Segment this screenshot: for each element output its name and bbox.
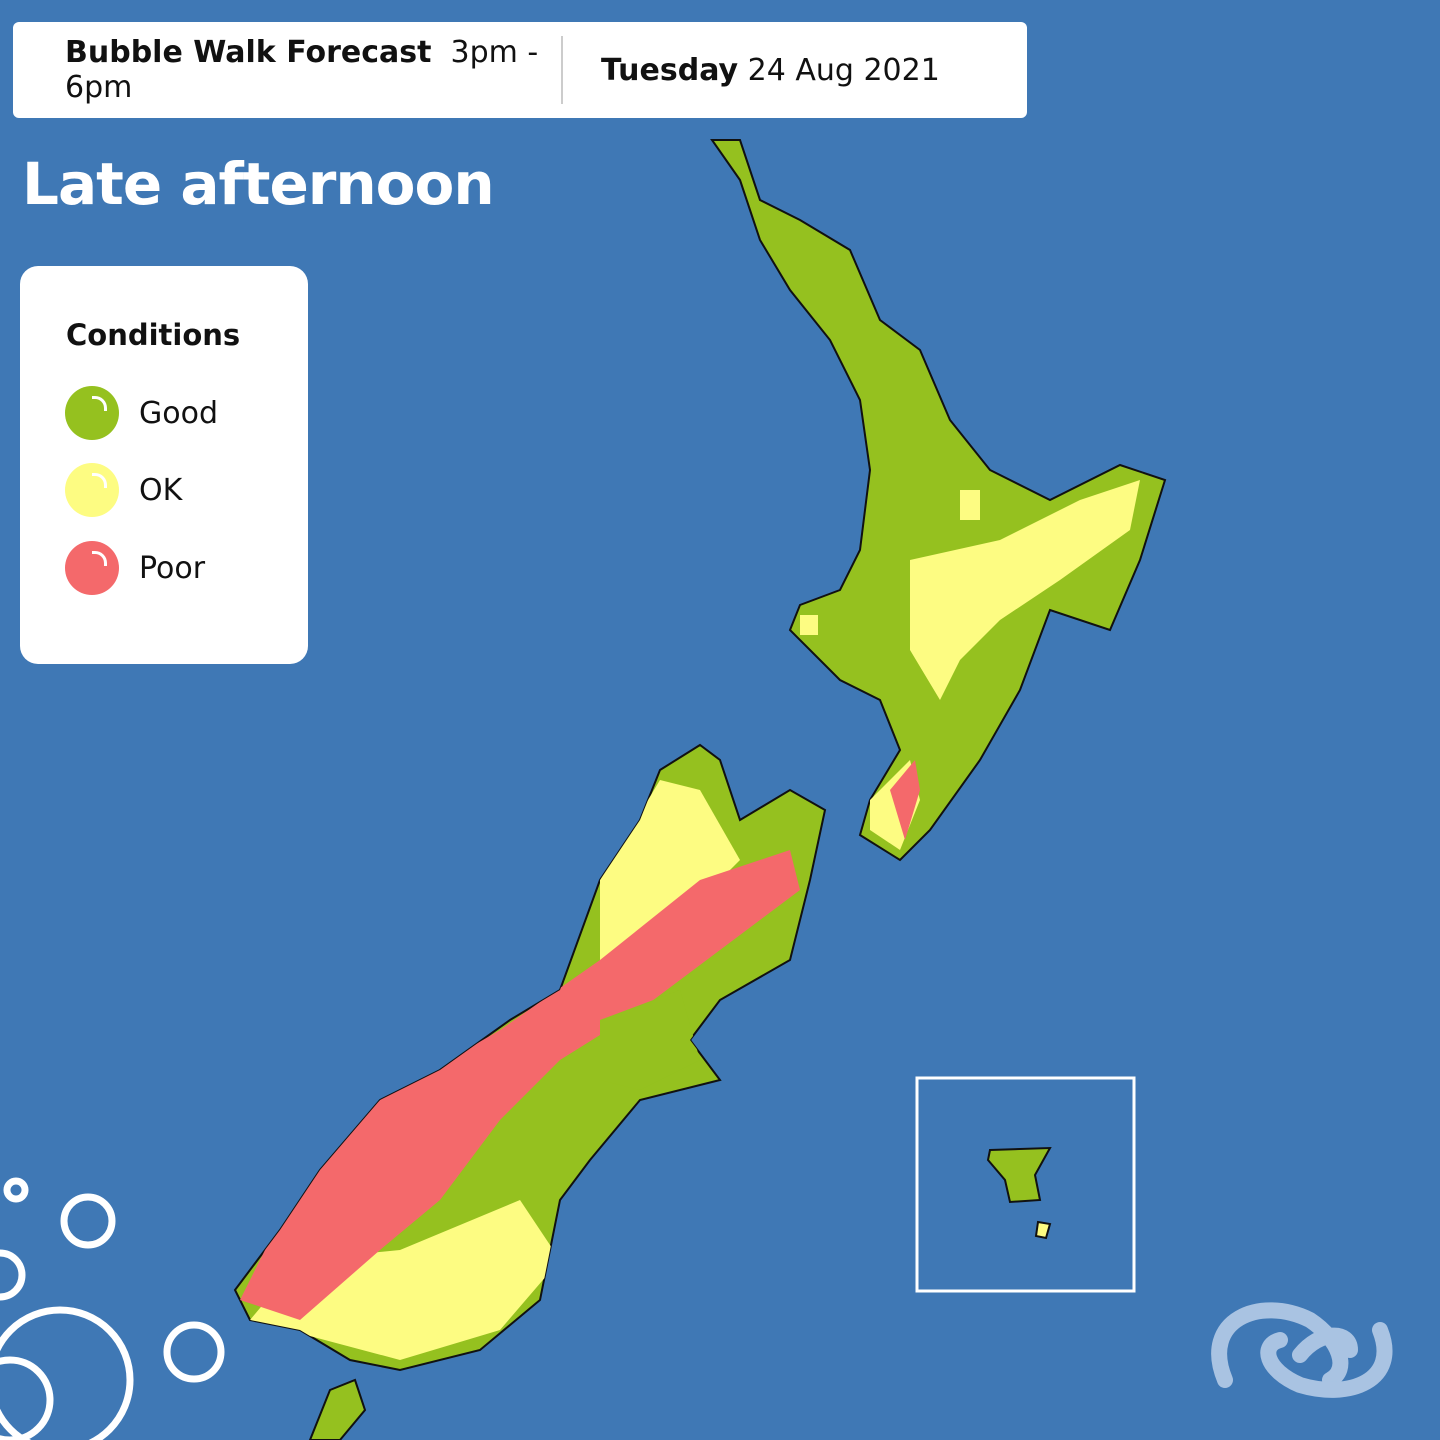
date: 24 Aug 2021 (747, 52, 940, 88)
stewart-island (308, 1378, 367, 1440)
legend-label: Poor (139, 550, 206, 586)
bubbles-decoration-icon (0, 1177, 225, 1440)
period-title: Late afternoon (22, 150, 495, 218)
legend-label: Good (139, 395, 218, 431)
poor-bubble-icon (65, 541, 119, 595)
chatham-islands-inset (915, 1076, 1136, 1293)
header-divider (561, 36, 563, 104)
ok-bubble-icon (65, 463, 119, 517)
legend-item-good: Good (65, 386, 218, 440)
date-label: Tuesday 24 Aug 2021 (563, 53, 940, 88)
legend-item-poor: Poor (65, 541, 205, 595)
chatham-island (986, 1146, 1052, 1204)
forecast-header: Bubble Walk Forecast 3pm - 6pm Tuesday 2… (13, 22, 1027, 118)
koru-logo-icon (1211, 1302, 1393, 1398)
pitt-island (1034, 1220, 1052, 1240)
legend-item-ok: OK (65, 463, 182, 517)
legend-label: OK (139, 472, 183, 508)
south-island (233, 743, 827, 1372)
time-range: 3pm - 6pm (65, 35, 539, 105)
legend-title: Conditions (66, 318, 241, 352)
product-name: Bubble Walk Forecast (65, 35, 432, 70)
good-bubble-icon (65, 386, 119, 440)
legend: Conditions Good OK Poor (20, 266, 308, 664)
weekday: Tuesday (601, 52, 739, 88)
product-label: Bubble Walk Forecast 3pm - 6pm (13, 35, 561, 105)
north-island (710, 139, 1167, 862)
